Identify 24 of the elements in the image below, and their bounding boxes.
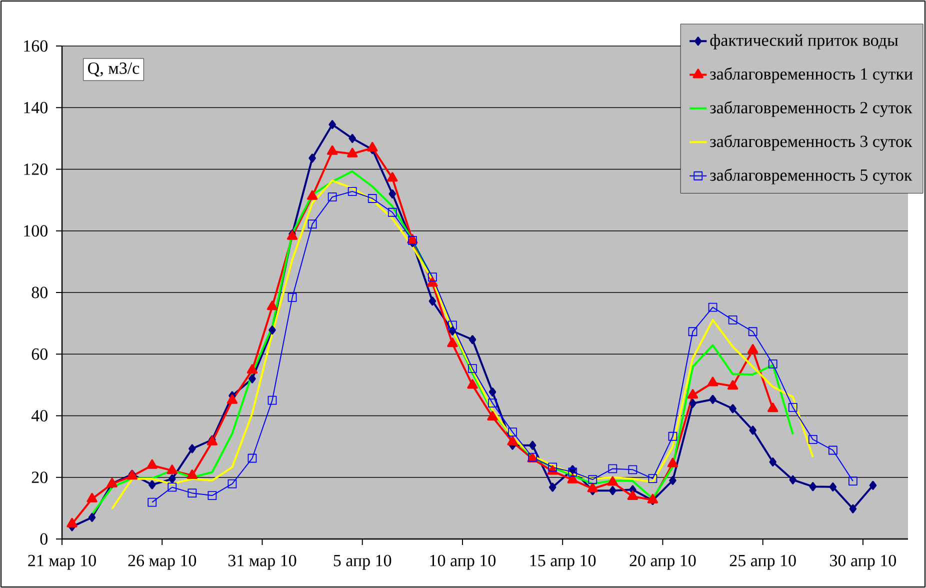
y-tick-label: 60 — [32, 348, 48, 360]
x-tick-label: 10 апр 10 — [430, 554, 496, 570]
legend-label: фактический приток воды — [710, 34, 898, 50]
y-tick-label: 0 — [40, 533, 48, 545]
y-tick-label: 80 — [32, 286, 48, 298]
y-axis-title: Q, м3/с — [88, 62, 140, 77]
y-tick-label: 20 — [32, 472, 48, 484]
x-tick-label: 26 мар 10 — [128, 554, 196, 570]
legend-label: заблаговременность 5 суток — [710, 168, 912, 184]
y-tick-label: 140 — [24, 102, 48, 114]
x-tick-label: 31 мар 10 — [228, 554, 296, 570]
y-tick-label: 40 — [31, 410, 48, 422]
x-tick-label: 5 апр 10 — [334, 554, 392, 570]
legend-label: заблаговременность 2 суток — [710, 101, 912, 117]
y-tick-label: 100 — [24, 225, 48, 237]
x-tick-label: 21 мар 10 — [28, 554, 96, 570]
legend-label: заблаговременность 3 суток — [710, 134, 912, 151]
legend-label: заблаговременность 1 сутки — [710, 67, 913, 84]
x-tick-label: 25 апр 10 — [730, 554, 796, 570]
x-tick-label: 30 апр 10 — [830, 554, 896, 570]
y-tick-label: 160 — [24, 40, 48, 52]
y-tick-label: 120 — [24, 164, 48, 175]
x-tick-label: 15 апр 10 — [530, 554, 596, 570]
x-tick-label: 20 апр 10 — [630, 554, 696, 570]
